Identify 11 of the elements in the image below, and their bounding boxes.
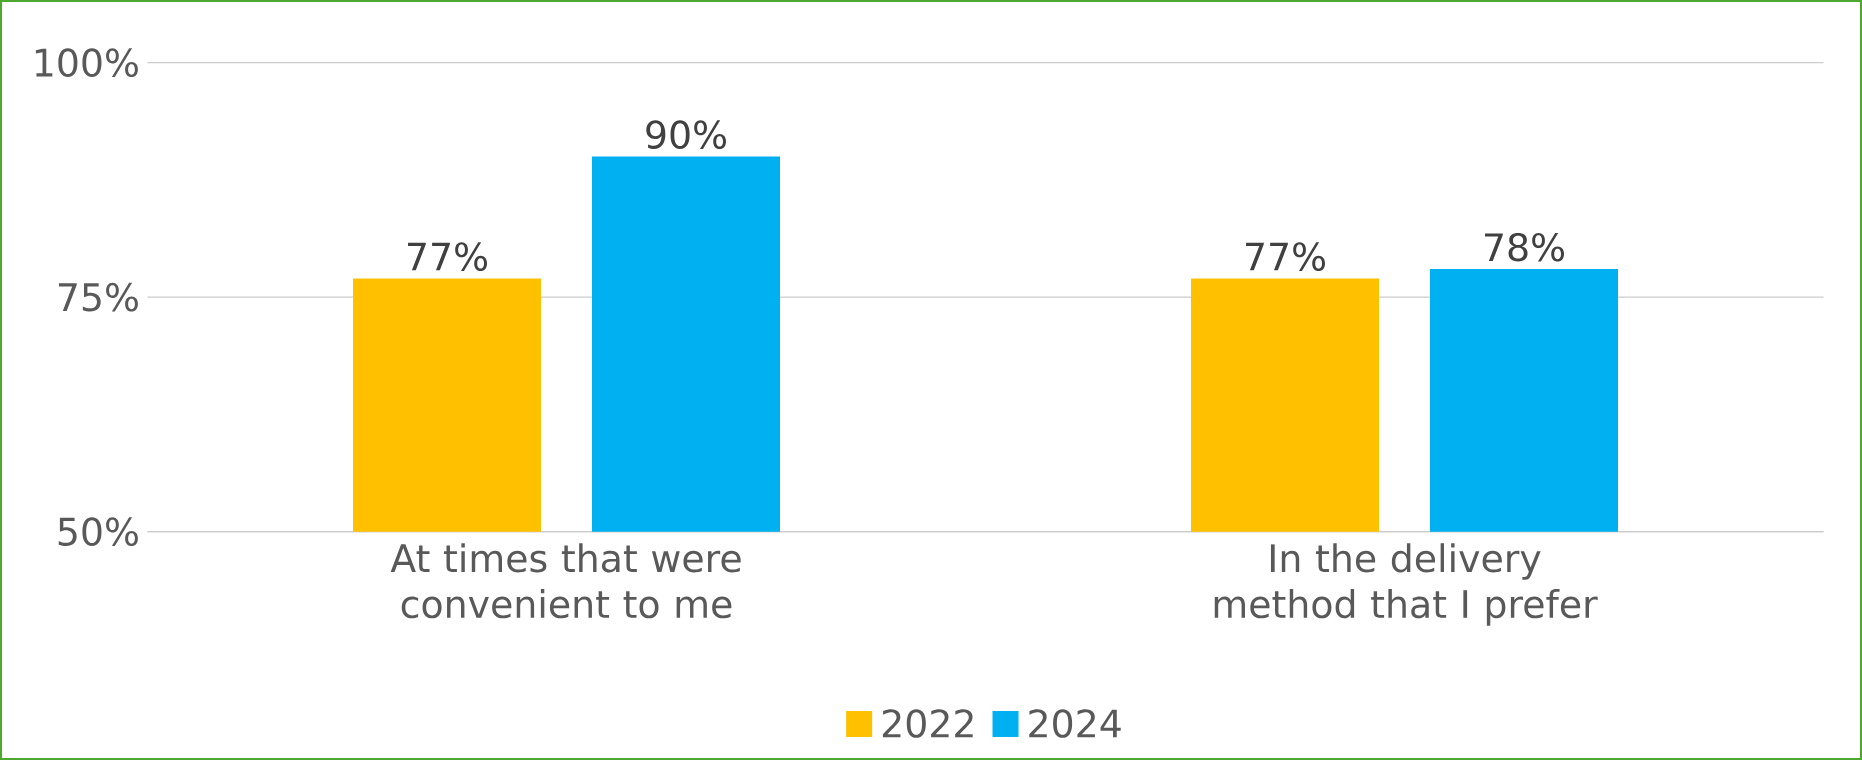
legend-label: 2024: [1029, 709, 1121, 738]
y-tick-label: 50%: [58, 517, 138, 546]
data-label: 90%: [646, 120, 726, 149]
legend-label: 2022: [882, 709, 973, 738]
data-label: 77%: [1246, 242, 1325, 271]
data-label: 77%: [408, 242, 487, 271]
y-tick-label: 75%: [58, 282, 138, 312]
data-label: 78%: [1485, 232, 1564, 262]
x-tick-label: In the delivery method that I prefer: [1214, 543, 1598, 626]
x-tick-label: At times that were convenient to me: [390, 543, 741, 619]
y-tick-label: 100%: [35, 48, 138, 77]
